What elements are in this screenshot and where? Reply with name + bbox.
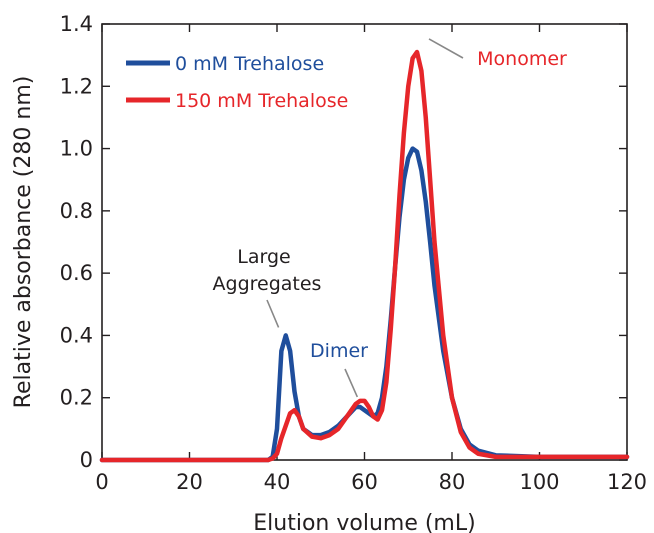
y-tick-label: 0.8 xyxy=(60,199,93,223)
annotation-large-aggregates-line2: Aggregates xyxy=(213,273,322,295)
legend: 0 mM Trehalose 150 mM Trehalose xyxy=(126,53,348,112)
x-tick-label: 100 xyxy=(519,470,559,494)
series-line-1 xyxy=(102,52,627,460)
x-tick-label: 80 xyxy=(439,470,466,494)
annotation-leader xyxy=(345,369,357,397)
annotation-leader xyxy=(429,39,463,58)
annotation-monomer: Monomer xyxy=(477,48,567,70)
y-tick-label: 1.0 xyxy=(60,137,93,161)
y-tick-label: 0 xyxy=(80,448,93,472)
annotation-dimer: Dimer xyxy=(310,340,368,362)
y-tick-label: 1.2 xyxy=(60,74,93,98)
x-tick-label: 120 xyxy=(607,470,647,494)
y-tick-label: 0.4 xyxy=(60,323,93,347)
x-tick-label: 20 xyxy=(176,470,203,494)
series-line-0 xyxy=(102,149,627,460)
x-tick-label: 40 xyxy=(264,470,291,494)
y-tick-label: 0.6 xyxy=(60,261,93,285)
x-axis-title: Elution volume (mL) xyxy=(253,511,475,533)
x-tick-label: 60 xyxy=(351,470,378,494)
y-tick-label: 1.4 xyxy=(60,12,93,36)
annotation-large-aggregates-line1: Large xyxy=(237,246,290,268)
legend-label-1: 150 mM Trehalose xyxy=(175,90,348,112)
y-tick-label: 0.2 xyxy=(60,386,93,410)
legend-label-0: 0 mM Trehalose xyxy=(175,53,324,75)
x-tick-label: 0 xyxy=(95,470,108,494)
y-axis-title: Relative absorbance (280 nm) xyxy=(11,76,36,409)
annotation-leader xyxy=(267,300,279,327)
series-layer xyxy=(102,52,627,460)
